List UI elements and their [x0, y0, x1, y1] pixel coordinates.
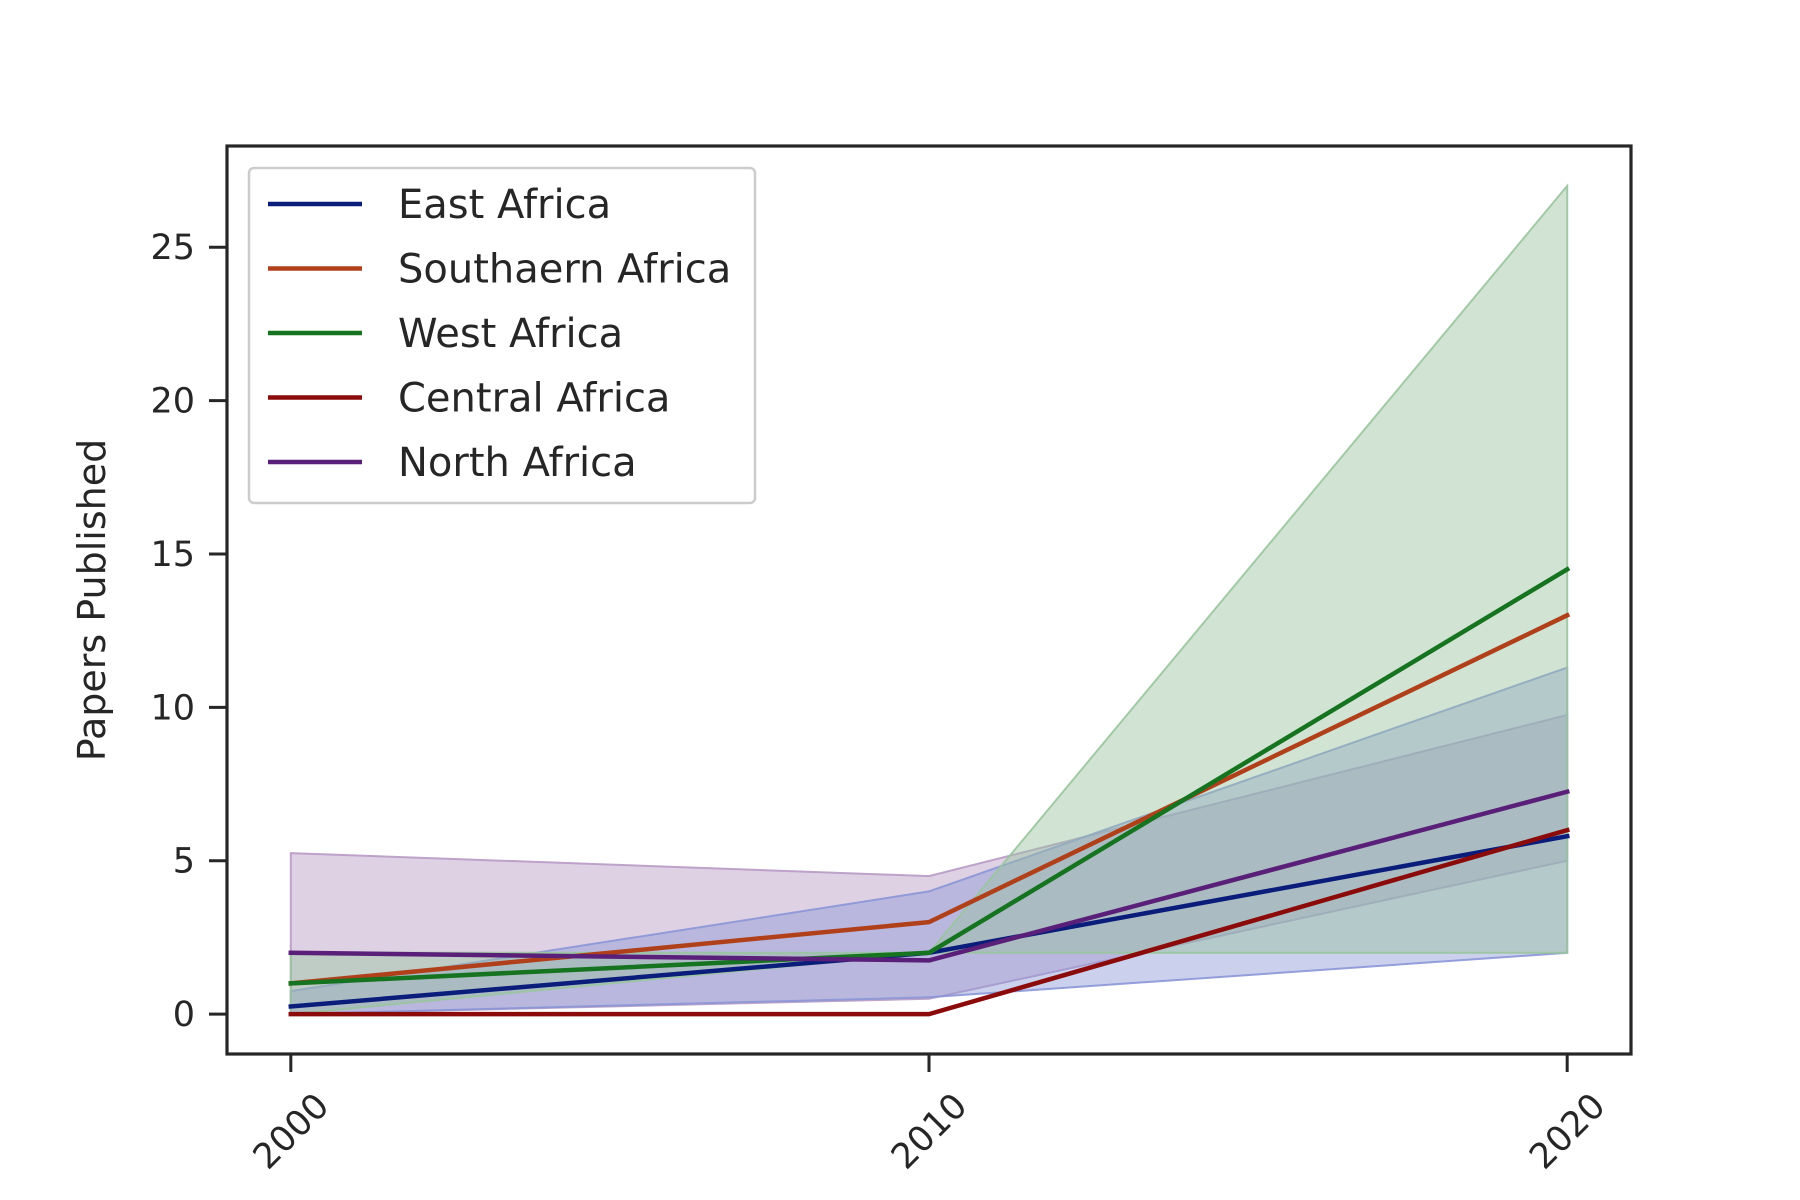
- line-central-africa: [288, 827, 1570, 1017]
- x-tick-label-2010: 2010: [884, 1086, 975, 1177]
- legend-label-west-africa: West Africa: [398, 311, 623, 357]
- x-tick-label-2000: 2000: [246, 1086, 337, 1177]
- legend-label-southaern-africa: Southaern Africa: [398, 247, 731, 293]
- series-lines: [288, 566, 1571, 1017]
- legend-label-central-africa: Central Africa: [398, 376, 670, 422]
- y-tick-label-15: 15: [150, 535, 195, 575]
- y-tick-label-25: 25: [150, 228, 195, 268]
- line-west-africa: [288, 566, 1571, 986]
- legend: East Africa Southaern Africa West Africa Ce…: [247, 166, 757, 505]
- line-north-africa: [288, 788, 1570, 963]
- x-axis: 2000 2010 2020: [246, 1054, 1614, 1177]
- legend-label-east-africa: East Africa: [398, 182, 611, 228]
- x-tick-label-2020: 2020: [1522, 1086, 1613, 1177]
- y-tick-label-0: 0: [173, 995, 195, 1035]
- y-tick-label-5: 5: [173, 842, 195, 882]
- y-tick-label-10: 10: [150, 688, 195, 728]
- y-tick-label-20: 20: [150, 382, 195, 422]
- legend-label-north-africa: North Africa: [398, 440, 637, 486]
- y-axis-label: Papers Published: [70, 439, 114, 761]
- legend-box: [247, 166, 757, 505]
- line-southaern-africa: [288, 612, 1571, 986]
- y-axis: 0 5 10 15 20 25: [150, 228, 227, 1035]
